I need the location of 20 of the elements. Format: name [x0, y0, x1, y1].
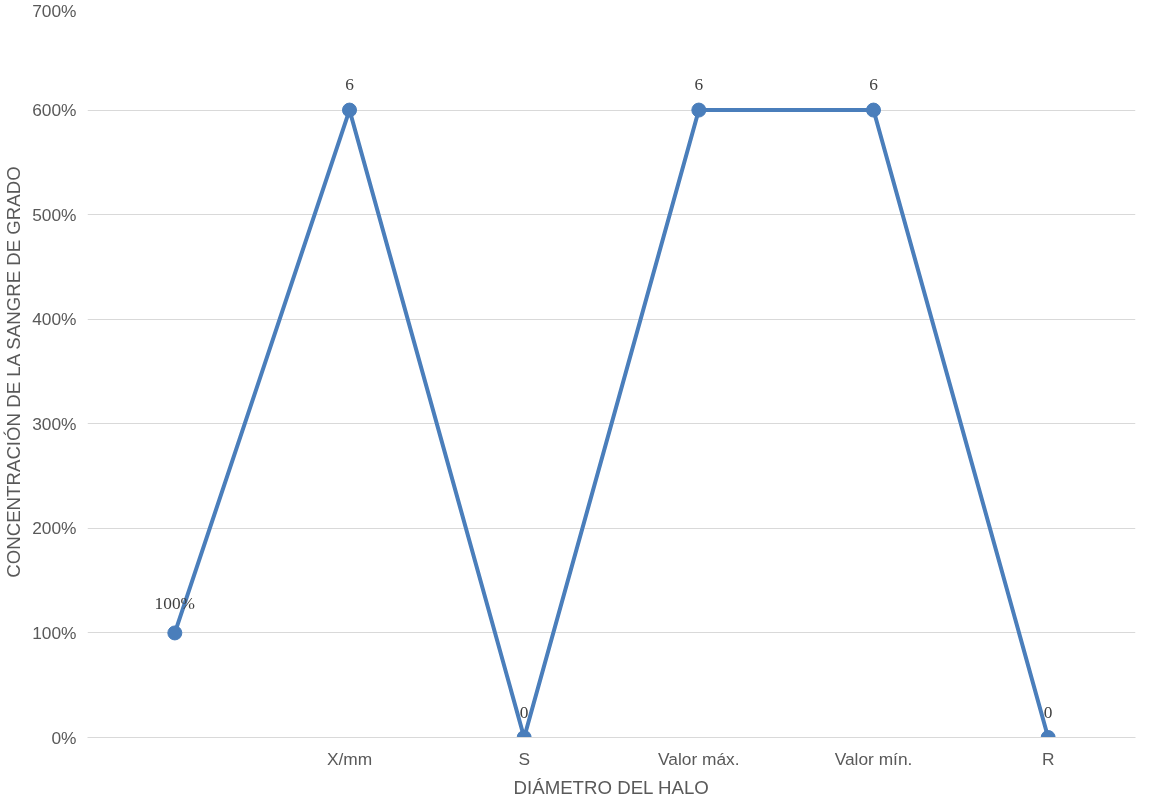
y-tick-label: 500% [32, 204, 77, 225]
y-tick-label: 200% [32, 518, 77, 539]
y-axis-title: CONCENTRACIÓN DE LA SANGRE DE GRADO [3, 166, 25, 578]
y-tick-label: 600% [32, 100, 77, 121]
data-label: 6 [345, 75, 355, 95]
x-tick-label: Valor máx. [658, 748, 740, 769]
data-label: 0 [519, 702, 529, 722]
y-tick-label: 400% [32, 309, 77, 330]
data-label: 6 [869, 75, 879, 95]
data-label: 0 [1043, 702, 1053, 722]
x-tick-label: Valor mín. [834, 748, 913, 769]
x-tick-label: S [518, 748, 530, 769]
x-tick-label: X/mm [326, 748, 373, 769]
data-label: 6 [694, 75, 704, 95]
x-tick-label: R [1041, 748, 1055, 769]
y-tick-label: 300% [32, 413, 77, 434]
y-tick-label: 0% [51, 727, 77, 748]
y-tick-label: 700% [32, 0, 77, 21]
y-tick-label: 100% [32, 622, 77, 643]
x-axis-title: DIÁMETRO DEL HALO [513, 776, 709, 798]
